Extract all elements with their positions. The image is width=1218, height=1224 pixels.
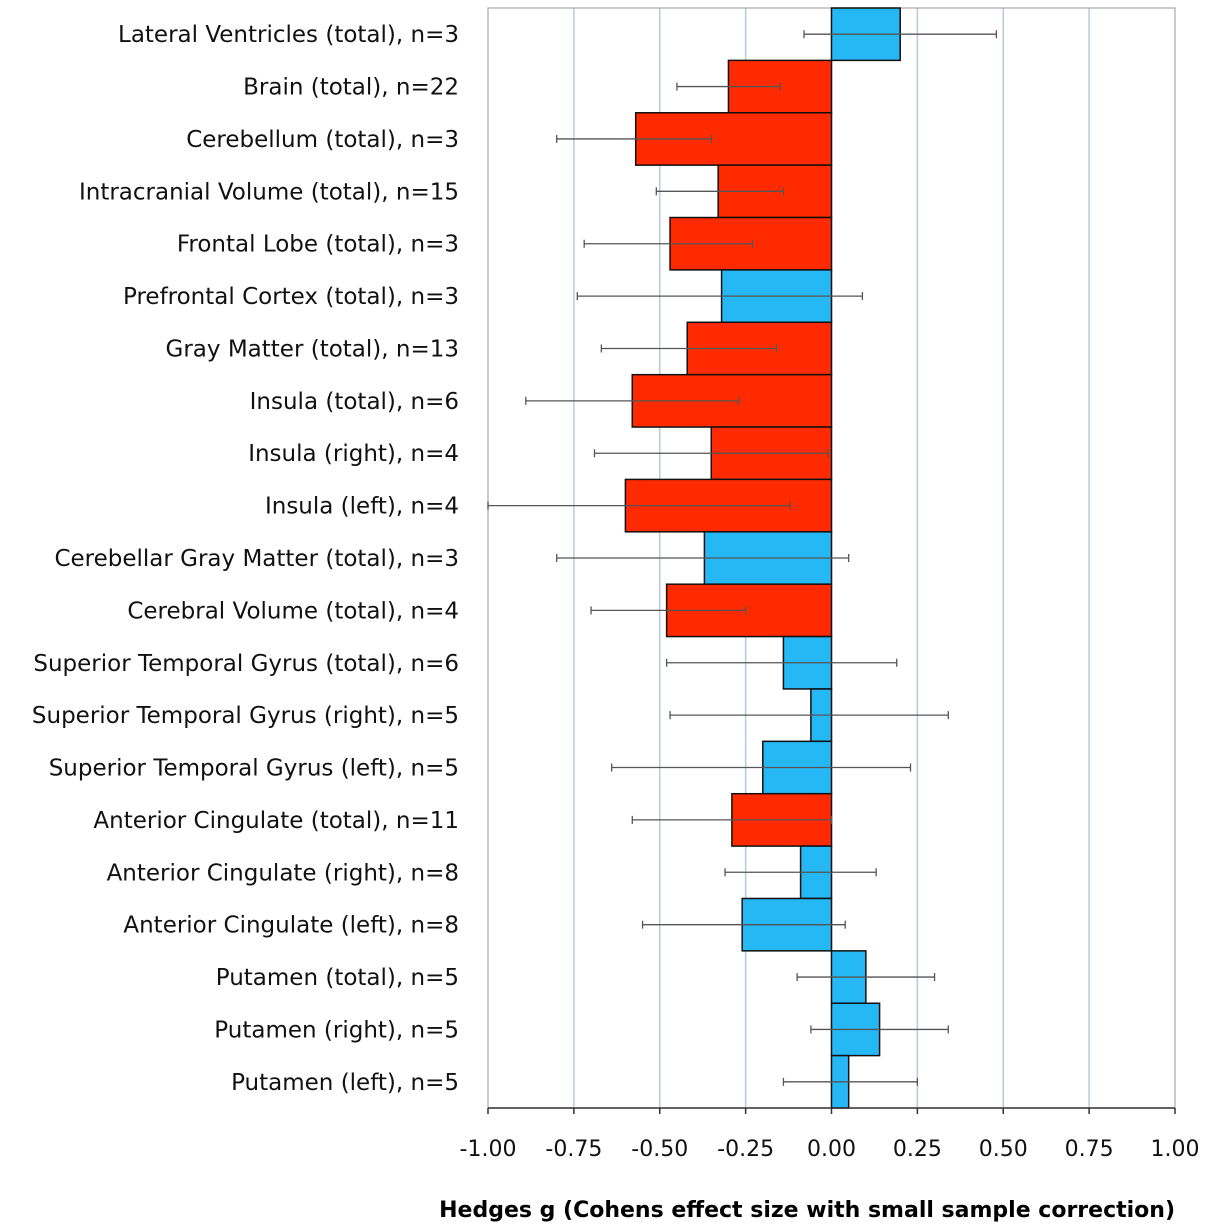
error-bars	[487, 30, 998, 1086]
x-tick-label: 1.00	[1151, 1137, 1200, 1162]
category-label: Anterior Cingulate (left), n=8	[123, 913, 459, 939]
category-label: Cerebral Volume (total), n=4	[127, 598, 459, 624]
x-axis-title: Hedges g (Cohens effect size with small …	[439, 1198, 1175, 1223]
category-label: Lateral Ventricles (total), n=3	[118, 22, 459, 48]
category-label: Anterior Cingulate (right), n=8	[107, 860, 459, 886]
category-label: Insula (left), n=4	[265, 494, 459, 520]
x-tick-label: -0.50	[631, 1137, 688, 1162]
category-label: Prefrontal Cortex (total), n=3	[123, 284, 459, 310]
category-label: Anterior Cingulate (total), n=11	[93, 808, 459, 834]
category-label: Cerebellar Gray Matter (total), n=3	[54, 546, 459, 572]
category-label: Putamen (total), n=5	[216, 965, 459, 991]
category-label: Intracranial Volume (total), n=15	[79, 179, 459, 205]
x-tick-label: 0.50	[979, 1137, 1028, 1162]
category-label: Gray Matter (total), n=13	[166, 336, 459, 362]
x-tick-label: 0.25	[893, 1137, 942, 1162]
category-label: Superior Temporal Gyrus (left), n=5	[49, 756, 459, 782]
x-tick-label: -1.00	[460, 1137, 517, 1162]
x-tick-label: 0.00	[807, 1137, 856, 1162]
category-label: Insula (total), n=6	[250, 389, 459, 415]
category-label: Cerebellum (total), n=3	[186, 127, 459, 153]
x-tick-label: -0.75	[545, 1137, 602, 1162]
category-labels: Lateral Ventricles (total), n=3 Brain (to…	[32, 22, 459, 1096]
x-tick-label: 0.75	[1065, 1137, 1114, 1162]
category-label: Superior Temporal Gyrus (total), n=6	[33, 651, 459, 677]
category-label: Frontal Lobe (total), n=3	[177, 232, 459, 258]
x-axis-ticks: -1.00 -0.75 -0.50 -0.25 0.00 0.25 0.50 0.75 1.00	[460, 1108, 1200, 1162]
category-label: Brain (total), n=22	[243, 75, 459, 101]
x-tick-label: -0.25	[717, 1137, 774, 1162]
category-label: Insula (right), n=4	[248, 441, 459, 467]
category-label: Superior Temporal Gyrus (right), n=5	[32, 703, 459, 729]
category-label: Putamen (left), n=5	[231, 1070, 459, 1096]
category-label: Putamen (right), n=5	[214, 1017, 459, 1043]
